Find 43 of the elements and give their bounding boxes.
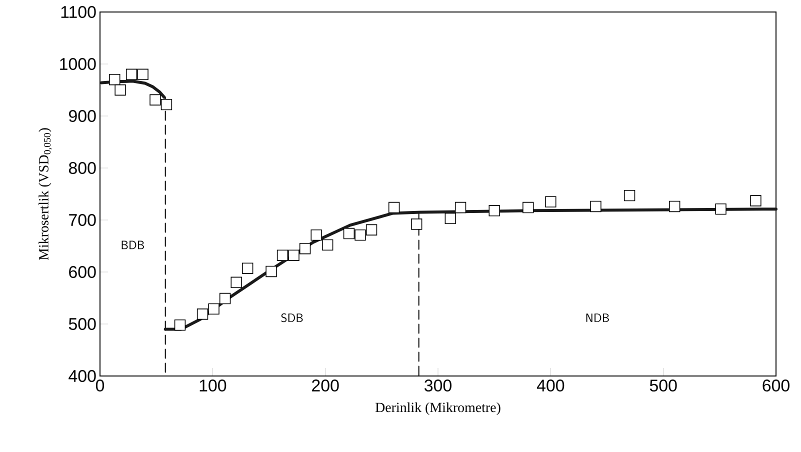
point (219, 292, 231, 304)
point (126, 68, 138, 80)
point (266, 266, 277, 278)
y-axis-title: Mikrosertlik (VSD$_{0,050}$) (38, 128, 52, 260)
point (174, 319, 186, 331)
x-tick-label: 300 (424, 380, 452, 392)
annotation: BDB (122, 240, 144, 250)
point (310, 229, 322, 241)
x-axis-title: Derinlik (Mikrometre) (375, 402, 500, 415)
point (276, 250, 288, 261)
annotation: SDB (281, 313, 303, 322)
point (488, 205, 500, 216)
point (160, 98, 172, 110)
point (196, 308, 208, 320)
y-tick-label: 500 (68, 318, 96, 330)
y-tick-label: 700 (69, 214, 96, 226)
point (208, 303, 220, 315)
x-tick-label: 0 (96, 380, 104, 392)
y-tick-label: 1100 (61, 6, 96, 18)
point (366, 224, 378, 236)
point (624, 190, 636, 202)
point (288, 250, 300, 261)
point (388, 202, 400, 214)
annotation: NDB (586, 314, 609, 322)
y-tick-label: 600 (69, 266, 96, 278)
point (299, 243, 311, 254)
x-tick-label: 100 (200, 380, 226, 392)
x-tick-label: 500 (650, 380, 677, 392)
x-tick-label: 400 (536, 380, 564, 392)
y-tick-label: 1000 (60, 58, 96, 70)
point (343, 228, 355, 240)
point (454, 202, 466, 214)
point (590, 200, 602, 212)
point (522, 202, 534, 214)
point (715, 203, 726, 215)
point (411, 218, 422, 230)
y-tick-label: 800 (68, 162, 96, 174)
x-tick-label: 600 (762, 380, 790, 392)
point (669, 200, 680, 212)
x-tick-label: 200 (312, 380, 339, 392)
point (109, 74, 120, 86)
y-tick-label: 900 (69, 110, 96, 122)
y-tick-label: 400 (68, 370, 96, 382)
